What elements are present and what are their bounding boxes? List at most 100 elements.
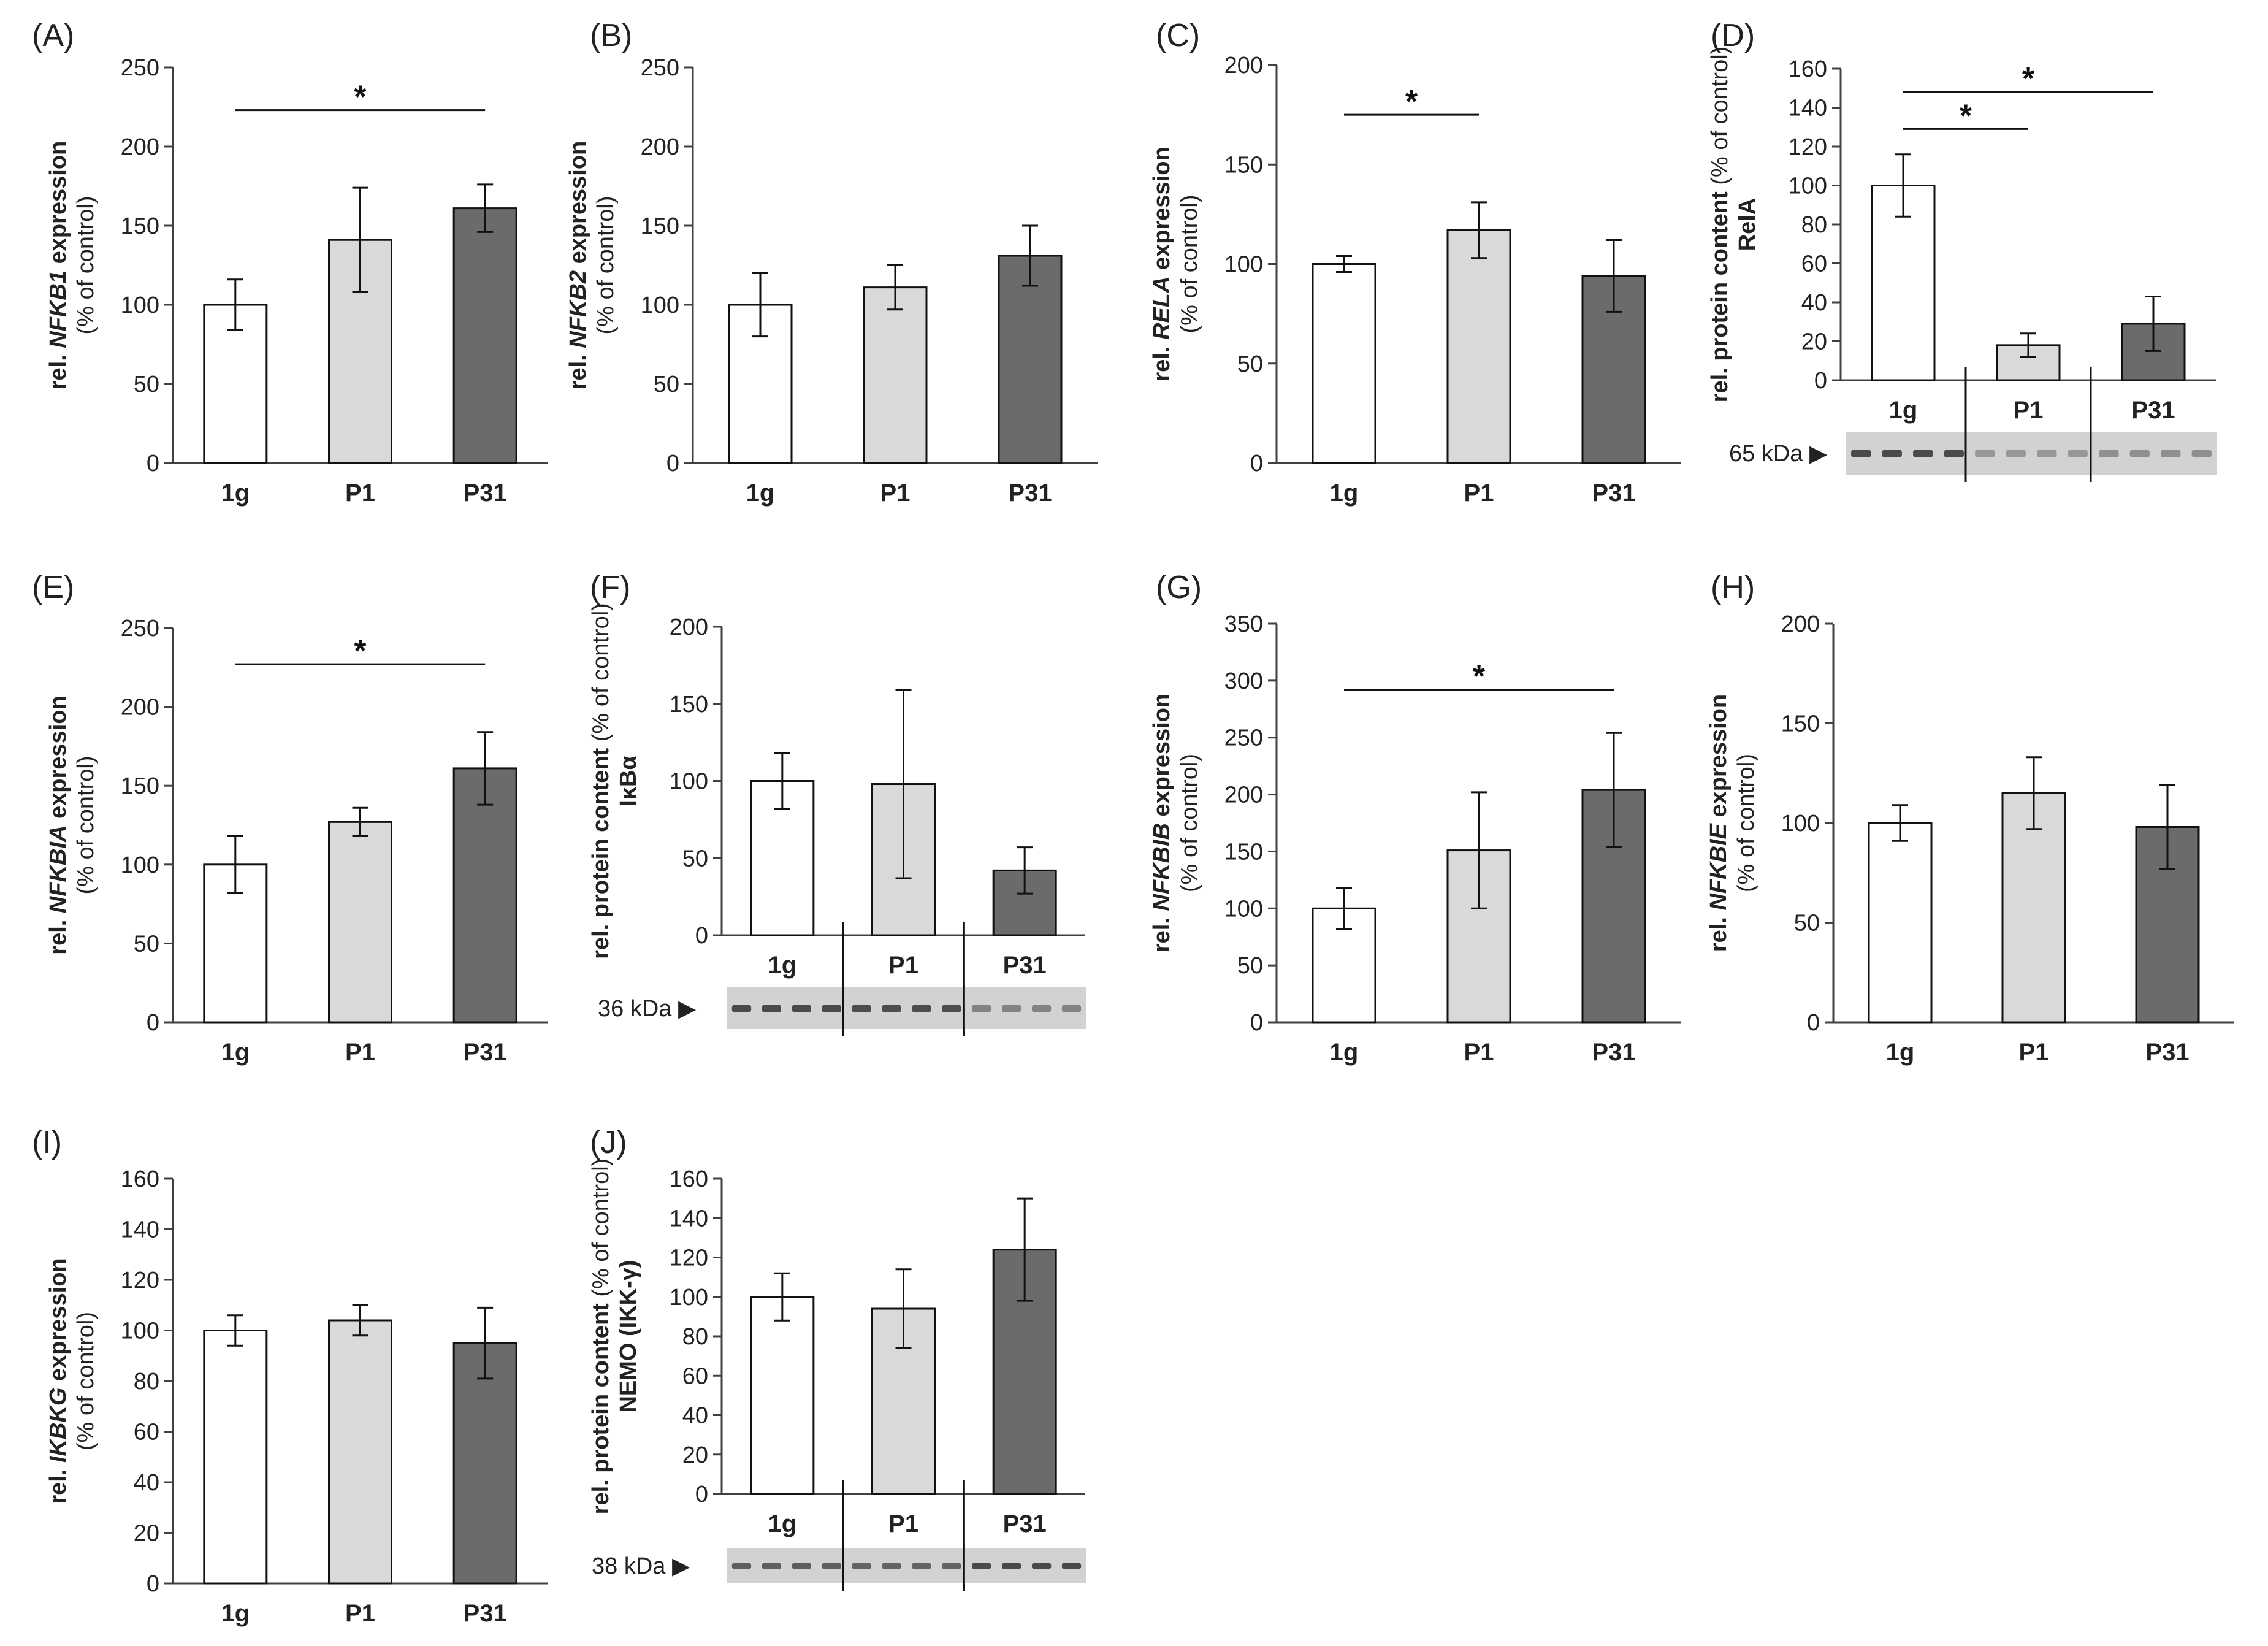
bar-1g [1312,263,1376,464]
y-axis-title: rel. RELA expression [1149,147,1175,381]
blot-band [2068,450,2088,457]
blot-band [942,1563,961,1569]
blot-band [882,1563,901,1569]
x-tick-label: 1g [221,1600,250,1627]
bar-1g [1868,822,1933,1024]
blot-band [2006,450,2026,457]
x-tick-label: P31 [1003,952,1047,979]
y-axis-subtitle: (% of control) [73,1312,99,1450]
x-tick-label: P31 [464,1039,507,1066]
x-tick-label: 1g [1330,480,1359,507]
y-axis-title: rel. protein content (% of control) [588,603,614,959]
y-axis-title: rel. NFKB1 expression [45,141,71,390]
y-tick-label: 100 [121,1319,159,1344]
y-tick-label: 140 [121,1217,159,1243]
y-tick-label: 100 [121,852,159,878]
blot-band [1851,450,1871,457]
y-tick-label: 100 [121,293,159,318]
y-tick-label: 0 [1814,368,1827,394]
chart-panel-h: (H) 0 50 100 150 200 1g P1 P31 rel. NFKBIE expres… [1706,570,2234,1066]
y-tick-label: 200 [670,614,708,640]
y-tick-label: 150 [121,773,159,799]
y-axis-protein: IκBα [616,756,641,806]
blot-band [912,1005,931,1012]
y-tick-label: 200 [641,134,679,160]
panel-label: (A) [32,18,74,53]
y-tick-label: 200 [121,695,159,721]
blot-band [1002,1563,1021,1569]
y-tick-label: 50 [134,372,159,397]
y-tick-label: 100 [670,1285,708,1311]
x-tick-label: P1 [345,1039,375,1066]
x-tick-label: P1 [2019,1039,2049,1066]
bar-p1 [328,821,392,1024]
blot-band [762,1005,782,1012]
y-tick-label: 120 [670,1246,708,1271]
y-tick-label: 0 [695,923,708,949]
blot-size-label: 38 kDa ▶ [592,1553,690,1579]
blot-band [882,1005,901,1012]
y-tick-label: 80 [134,1369,159,1395]
bar-p1 [328,1319,392,1585]
y-axis-subtitle: (% of control) [1733,754,1759,892]
blot-image [727,1548,1086,1583]
y-tick-label: 160 [1789,56,1827,82]
bar-p31 [452,767,517,1024]
x-tick-label: P31 [464,1600,507,1627]
panel-label: (F) [590,570,630,605]
panel-label: (C) [1156,18,1200,53]
blot-band [912,1563,931,1569]
blot-band [1882,450,1902,457]
panel-label: (B) [590,18,632,53]
chart-panel-e: (E) 0 50 100 150 200 250 1g P1 P31 * rel. NFKBIA ex… [32,570,548,1066]
chart-panel-c: (C) 0 50 100 150 200 1g P1 P31 * rel. RELA express… [1149,18,1681,507]
x-tick-label: P31 [2131,397,2175,424]
significance-star: * [2022,61,2035,97]
y-tick-label: 100 [670,769,708,795]
blot-band [1031,1005,1052,1012]
blot-band [1002,1005,1021,1012]
blot-band [2037,450,2057,457]
y-tick-label: 50 [1237,351,1263,377]
y-tick-label: 150 [641,213,679,239]
chart-panel-j: (J) 0 20 40 60 80 100 120 140 160 1g P1 P31 rel. prot… [588,1125,1086,1591]
y-tick-label: 150 [1224,152,1263,178]
y-axis-title: rel. IKBKG expression [45,1258,71,1504]
y-axis-subtitle: (% of control) [73,756,99,895]
significance-star: * [1473,659,1486,695]
x-tick-label: P1 [2014,397,2044,424]
blot-band [2099,450,2119,457]
x-tick-label: 1g [221,1039,250,1066]
blot-band [762,1563,782,1569]
x-tick-label: P31 [2145,1039,2189,1066]
blot-band [2161,450,2181,457]
x-tick-label: 1g [1886,1039,1915,1066]
y-tick-label: 100 [1781,811,1820,836]
y-axis-subtitle: (% of control) [593,196,619,335]
chart-panel-g: (G) 0 50 100 150 200 250 300 350 1g P1 P31 * rel. NFK… [1149,570,1681,1066]
blot-band [1061,1563,1082,1569]
x-tick-label: 1g [1889,397,1918,424]
y-tick-label: 100 [641,293,679,318]
y-tick-label: 0 [147,1571,159,1597]
y-tick-label: 150 [1224,839,1263,865]
blot-band [1975,450,1995,457]
y-tick-label: 50 [1237,953,1263,979]
y-tick-label: 0 [147,451,159,477]
y-tick-label: 0 [695,1482,708,1507]
x-tick-label: 1g [746,480,775,507]
chart-panel-a: (A) 0 50 100 150 200 250 1g P1 P31 * rel. NFKB1 exp… [32,18,548,507]
y-tick-label: 150 [670,692,708,718]
y-tick-label: 350 [1224,611,1263,637]
chart-panel-d: (D) 0 20 40 60 80 100 120 140 160 1g P1 P31 * * rel. pr… [1707,18,2217,482]
panel-label: (D) [1711,18,1755,53]
x-tick-label: P31 [1592,480,1635,507]
y-tick-label: 60 [682,1363,708,1389]
y-tick-label: 160 [670,1166,708,1192]
significance-star: * [1960,98,1972,134]
x-tick-label: P1 [345,1600,375,1627]
x-tick-label: 1g [221,480,250,507]
y-tick-label: 0 [147,1010,159,1036]
y-axis-title: rel. NFKB2 expression [565,141,591,390]
blot-band [852,1005,871,1012]
